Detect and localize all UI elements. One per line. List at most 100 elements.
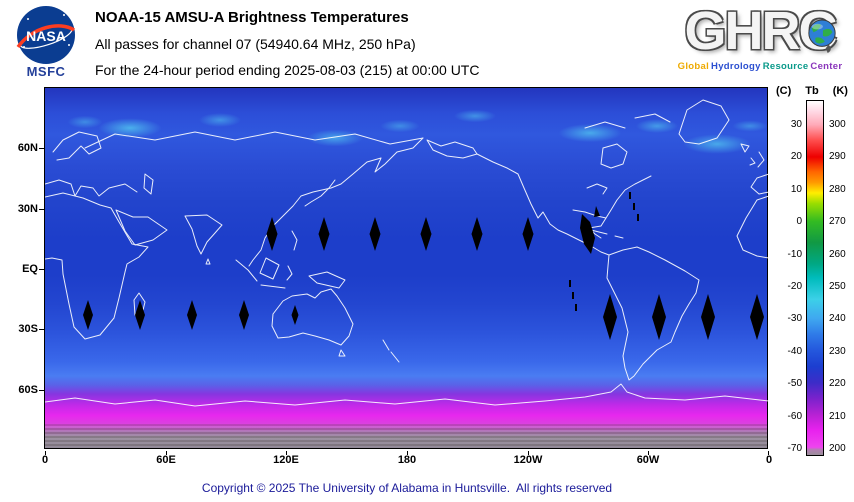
coastline-gulf-of-mexico [572, 209, 607, 239]
coastlines [45, 99, 769, 407]
coastline-west-europe-edge [749, 151, 769, 195]
x-axis-label-0-right: 0 [765, 454, 773, 466]
colorbar [806, 100, 824, 456]
colorbar-c-label: -40 [787, 346, 802, 357]
x-axis-tick [407, 451, 408, 455]
colorbar-c-label: -20 [787, 281, 802, 292]
colorbar-c-label: -60 [787, 411, 802, 422]
colorbar-k-label: 250 [829, 281, 846, 292]
x-axis-tick [528, 451, 529, 455]
x-axis-label-60e: 60E [156, 454, 176, 466]
colorbar-k-label: 260 [829, 249, 846, 260]
title-block: NOAA-15 AMSU-A Brightness Temperatures A… [95, 9, 479, 78]
colorbar-c-label: 30 [790, 119, 802, 130]
coastline-arabia [115, 209, 168, 246]
coastline-new-guinea [308, 271, 346, 289]
ghrc-letters: GHRC [684, 1, 838, 61]
x-axis-tick [286, 451, 287, 455]
colorbar-k-label: 200 [829, 443, 846, 454]
coastline-hudson-bay [600, 143, 628, 169]
coastline-sulawesi-philippines [286, 230, 298, 281]
coastline-south-america [606, 246, 700, 381]
colorbar-k-label: 270 [829, 216, 846, 227]
x-axis-tick [768, 451, 769, 455]
coastline-antarctica [45, 383, 769, 407]
colorbar-k-label: 240 [829, 313, 846, 324]
y-axis-label-30n: 30N [17, 203, 38, 215]
ghrc-tagline-word: Center [810, 61, 843, 72]
map-overlay-svg [45, 99, 769, 407]
coastline-australia [271, 288, 354, 346]
x-axis-tick [45, 451, 46, 455]
globe-icon [807, 19, 836, 53]
colorbar-c-label: -30 [787, 313, 802, 324]
y-axis-tick [39, 390, 44, 391]
msfc-label: MSFC [26, 64, 66, 79]
coastline-africa [45, 192, 149, 340]
coastline-west-africa-edge [736, 195, 769, 259]
y-axis-tick [39, 148, 44, 149]
copyright-text: Copyright © 2025 The University of Alaba… [201, 481, 613, 495]
subtitle-period: For the 24-hour period ending 2025-08-03… [95, 62, 480, 78]
coastline-greenland [678, 99, 730, 145]
colorbar-k-label: 230 [829, 346, 846, 357]
x-axis-label-60w: 60W [636, 454, 660, 466]
colorbar-header: (C) Tb (K) [776, 85, 848, 97]
coastline-sumatra-java [235, 259, 286, 289]
coastline-borneo [259, 257, 280, 280]
y-axis-label-eq: EQ [22, 263, 38, 275]
colorbar-c-label: 0 [796, 216, 802, 227]
coastline-india [184, 214, 223, 255]
colorbar-c-label: -70 [787, 443, 802, 454]
y-axis-label-30s: 30S [18, 323, 38, 335]
x-axis-label-120e: 120E [273, 454, 299, 466]
ghrc-letter-c: C [799, 2, 838, 60]
coastline-great-lakes [586, 183, 608, 195]
colorbar-c-label: 20 [790, 151, 802, 162]
coastline-scandinavia [52, 131, 102, 161]
colorbar-unit-celsius: (C) [776, 85, 792, 97]
x-axis-label-180: 180 [397, 454, 417, 466]
coastline-caspian-sea [143, 173, 154, 195]
coastline-sri-lanka [205, 258, 211, 265]
colorbar-k-label: 300 [829, 119, 846, 130]
y-axis-tick [39, 269, 44, 270]
ghrc-tagline: Global Hydrology Resource Center [670, 61, 850, 72]
map-warm-cyan-patches [45, 88, 767, 448]
brightness-temperature-map [44, 87, 769, 449]
map-antarctic-banding [45, 424, 767, 448]
nasa-logo-text: NASA [26, 28, 66, 44]
colorbar-c-label: -10 [787, 249, 802, 260]
x-axis-label-0-left: 0 [41, 454, 49, 466]
subtitle-channel: All passes for channel 07 (54940.64 MHz,… [95, 36, 416, 52]
ghrc-tagline-word: Hydrology [711, 61, 761, 72]
colorbar-k-label: 290 [829, 151, 846, 162]
coastline-japan [304, 179, 336, 207]
y-axis-tick [39, 329, 44, 330]
nasa-logo: NASA [14, 5, 78, 65]
ghrc-tagline-word: Resource [762, 61, 809, 72]
colorbar-k-label: 280 [829, 184, 846, 195]
colorbar-k-label: 220 [829, 378, 846, 389]
coastline-mediterranean [45, 179, 138, 197]
colorbar-c-label: 10 [790, 184, 802, 195]
coastline-iceland [740, 143, 750, 153]
y-axis-label-60s: 60S [18, 384, 38, 396]
ghrc-tagline-word: Global [677, 61, 710, 72]
colorbar-tb-label: Tb [805, 85, 819, 97]
y-axis-label-60n: 60N [17, 142, 38, 154]
colorbar-k-label: 210 [829, 411, 846, 422]
page-title: NOAA-15 AMSU-A Brightness Temperatures [95, 9, 409, 26]
x-axis-label-120w: 120W [513, 454, 543, 466]
data-gap-shapes [83, 192, 764, 340]
coastline-arctic-islands [584, 113, 671, 129]
x-axis-tick [166, 451, 167, 455]
ghrc-letters-ghr: GHR [684, 1, 801, 61]
y-axis-tick [39, 209, 44, 210]
coastline-north-america-east [605, 175, 652, 219]
coastline-tasmania-new-zealand [338, 339, 400, 363]
coastline-arctic-eurasia [84, 131, 424, 149]
nasa-meatball-icon: NASA [16, 6, 75, 64]
